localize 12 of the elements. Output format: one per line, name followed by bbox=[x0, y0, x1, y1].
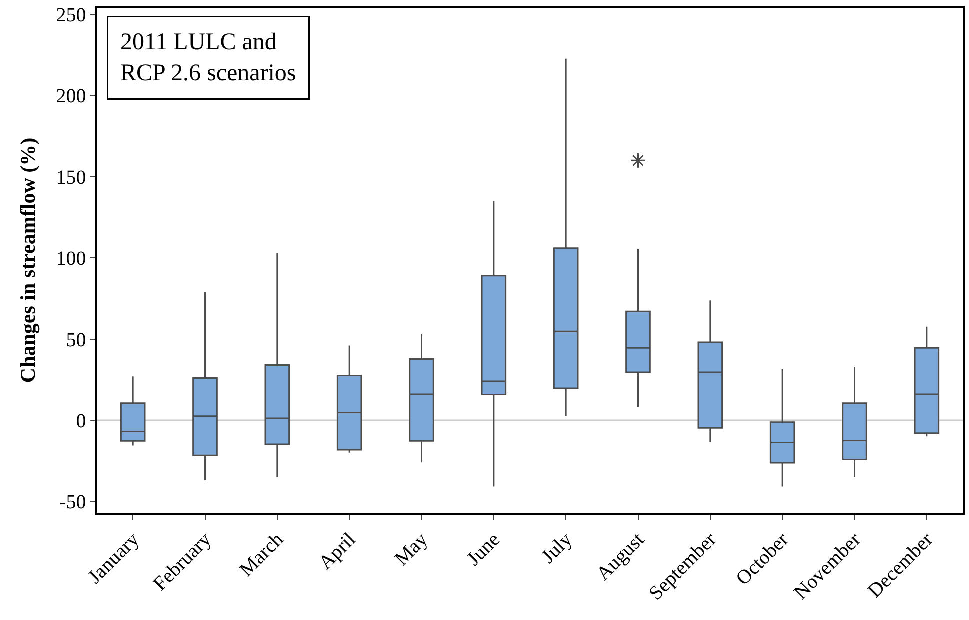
annotation: 2011 LULC and RCP 2.6 scenarios bbox=[120, 30, 296, 87]
y-tick-label: 0 bbox=[76, 410, 86, 432]
y-tick-label: 50 bbox=[66, 329, 86, 352]
y-tick-label: 150 bbox=[56, 166, 86, 189]
x-tick-label: May bbox=[390, 528, 432, 570]
y-tick-label: 250 bbox=[56, 4, 86, 26]
y-tick-label: 100 bbox=[56, 248, 86, 270]
y-axis-title: Changes in streamflow (%) bbox=[16, 138, 40, 384]
x-tick-label: July bbox=[538, 528, 577, 568]
y-tick-label: -50 bbox=[60, 492, 86, 514]
y-tick-label: 200 bbox=[56, 86, 86, 108]
x-tick-label: June bbox=[463, 528, 505, 570]
